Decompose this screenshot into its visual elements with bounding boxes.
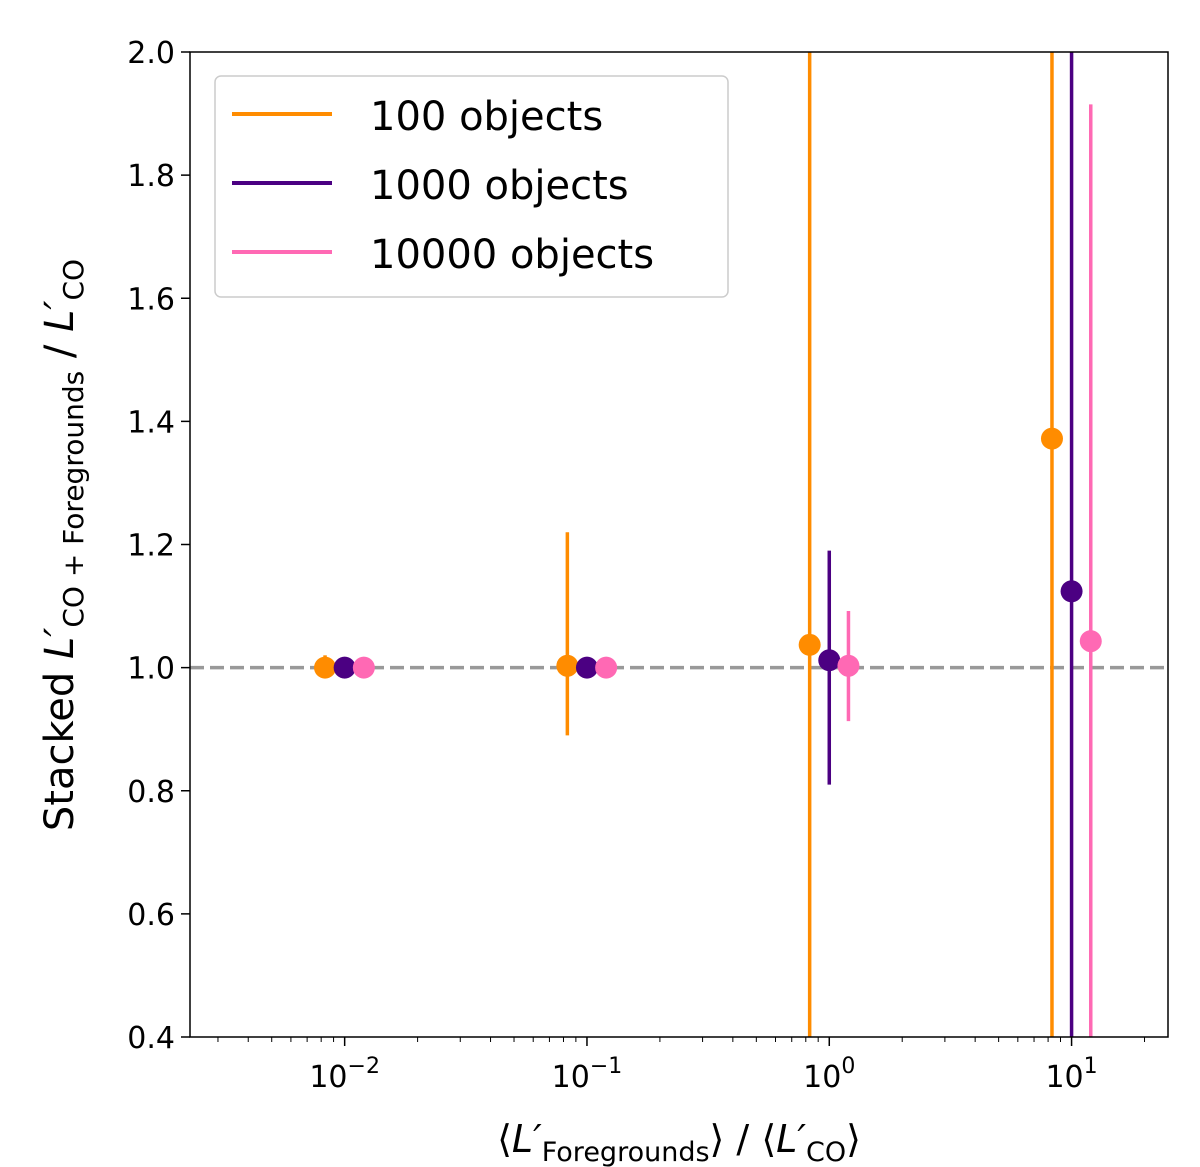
legend: 100 objects 1000 objects 10000 objects [214, 75, 729, 298]
x-tick-label-1: 10−1 [552, 1054, 623, 1095]
series-0 [314, 52, 1063, 1037]
data-point-0-0 [314, 656, 337, 679]
legend-label-1000: 1000 objects [370, 163, 629, 209]
data-point-2-2 [837, 654, 860, 677]
series-layer [314, 52, 1102, 1037]
y-tick-label-6: 1.6 [127, 282, 175, 317]
x-minor-ticks [217, 1037, 1146, 1042]
y-tick-label-1: 0.6 [127, 898, 175, 933]
series-2 [352, 104, 1102, 1037]
data-point-0-2 [798, 633, 821, 656]
data-point-2-0 [352, 656, 375, 679]
y-tick-label-5: 1.4 [127, 405, 175, 440]
axis-ticks [181, 51, 1073, 1046]
x-tick-label-3: 101 [1045, 1054, 1097, 1095]
series-1 [333, 52, 1083, 1037]
y-tick-label-4: 1.2 [127, 529, 175, 564]
data-point-2-3 [1079, 630, 1102, 653]
data-point-1-2 [818, 649, 841, 672]
y-tick-label-0: 0.4 [127, 1021, 175, 1056]
x-tick-label-2: 100 [803, 1054, 855, 1095]
x-axis-label: ⟨L′Foregrounds⟩ / ⟨L′CO⟩ [497, 1117, 861, 1167]
plot-frame [189, 51, 1169, 1038]
data-point-0-1 [556, 654, 579, 677]
legend-label-100: 100 objects [370, 94, 603, 140]
y-axis-label: Stacked L′CO + Foregrounds / L′CO [37, 259, 90, 831]
data-point-2-1 [595, 656, 618, 679]
legend-box [214, 75, 729, 298]
y-tick-label-3: 1.0 [127, 652, 175, 687]
y-tick-labels: 0.4 0.6 0.8 1.0 1.2 1.4 1.6 1.8 2.0 [127, 36, 175, 1056]
x-tick-labels: 10−2 10−1 100 101 [309, 1054, 1097, 1095]
y-tick-label-2: 0.8 [127, 775, 175, 810]
legend-label-10000: 10000 objects [370, 232, 654, 278]
data-point-1-0 [333, 656, 356, 679]
data-point-1-3 [1060, 580, 1083, 603]
data-point-0-3 [1040, 427, 1063, 450]
x-tick-label-0: 10−2 [309, 1054, 380, 1095]
data-point-1-1 [575, 656, 598, 679]
y-tick-label-7: 1.8 [127, 159, 175, 194]
y-tick-label-8: 2.0 [127, 36, 175, 71]
